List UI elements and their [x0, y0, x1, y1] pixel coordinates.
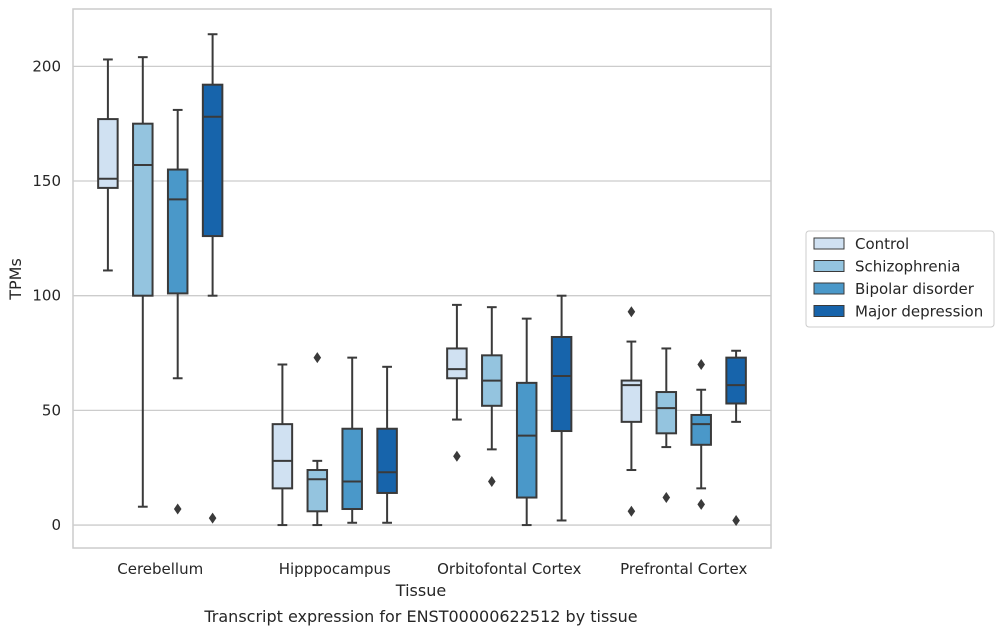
legend-label-1: Schizophrenia — [855, 258, 960, 276]
grid-lines — [73, 65, 771, 526]
box-iqr — [341, 427, 363, 511]
legend-label-0: Control — [855, 235, 909, 253]
box-iqr — [620, 379, 643, 423]
outlier-point-1 — [627, 505, 636, 517]
box-iqr — [690, 413, 712, 446]
x-tick-label-1: Hipppocampus — [279, 560, 391, 578]
box-3-1 — [376, 365, 398, 524]
box-0-2 — [446, 303, 468, 462]
series-2 — [166, 108, 712, 527]
box-iqr — [271, 423, 294, 490]
box-1-2 — [481, 306, 503, 487]
box-3-3 — [725, 349, 747, 526]
chart-caption: Transcript expression for ENST0000062251… — [203, 607, 637, 626]
outlier-point-0 — [488, 475, 496, 487]
legend-swatch-2 — [813, 282, 845, 295]
box-2-1 — [341, 356, 363, 524]
box-iqr — [376, 427, 398, 494]
box-iqr — [166, 168, 189, 295]
x-tick-label-3: Prefrontal Cortex — [620, 560, 747, 578]
box-iqr — [550, 335, 573, 433]
box-series — [97, 33, 747, 527]
box-iqr — [446, 347, 468, 380]
outlier-point-1 — [697, 498, 705, 510]
plot-frame — [72, 8, 772, 549]
legend-frame — [805, 230, 995, 328]
box-3-2 — [550, 294, 573, 522]
box-iqr — [97, 118, 119, 189]
box-1-1 — [306, 352, 329, 527]
box-iqr — [725, 356, 747, 405]
series-0 — [97, 58, 643, 527]
y-tick-label-150: 150 — [32, 172, 61, 190]
box-iqr — [655, 391, 678, 435]
box-3-0 — [201, 33, 224, 524]
box-0-3 — [620, 306, 643, 517]
outlier-point-0 — [627, 306, 636, 318]
outlier-point-0 — [208, 512, 217, 524]
box-2-2 — [515, 317, 538, 527]
outlier-point-0 — [732, 514, 740, 526]
legend-label-3: Major depression — [855, 303, 983, 321]
x-axis-title: Tissue — [395, 581, 446, 600]
outlier-point-0 — [453, 450, 461, 462]
box-iqr — [306, 469, 329, 513]
box-iqr — [201, 83, 224, 238]
legend-swatch-0 — [813, 237, 845, 250]
series-3 — [201, 33, 747, 526]
legend: Control Schizophrenia Bipolar disorder Majo… — [805, 230, 995, 328]
outlier-point-0 — [313, 352, 322, 364]
box-1-3 — [655, 347, 678, 504]
y-tick-labels: 0 50 100 150 200 — [32, 57, 61, 534]
outlier-point-0 — [662, 492, 671, 504]
y-tick-label-100: 100 — [32, 287, 61, 305]
box-iqr — [515, 381, 538, 499]
legend-label-2: Bipolar disorder — [855, 280, 975, 298]
box-1-0 — [132, 56, 154, 508]
legend-swatch-3 — [813, 305, 845, 317]
box-0-0 — [97, 58, 119, 272]
box-iqr — [132, 122, 154, 297]
x-tick-label-0: Cerebellum — [117, 560, 203, 578]
box-2-3 — [690, 359, 712, 510]
y-tick-label-0: 0 — [51, 516, 61, 534]
plot-area — [73, 9, 771, 548]
y-axis-title: TPMs — [6, 258, 25, 301]
y-tick-label-50: 50 — [42, 401, 61, 419]
series-1 — [132, 56, 678, 527]
legend-swatch-1 — [813, 260, 845, 272]
x-tick-label-2: Orbitofontal Cortex — [437, 560, 581, 578]
outlier-point-0 — [173, 503, 182, 515]
x-tick-labels: Cerebellum Hipppocampus Orbitofontal Corte… — [117, 560, 747, 578]
box-0-1 — [271, 363, 294, 527]
outlier-point-0 — [697, 359, 705, 371]
box-2-0 — [166, 108, 189, 515]
y-tick-label-200: 200 — [32, 57, 61, 75]
